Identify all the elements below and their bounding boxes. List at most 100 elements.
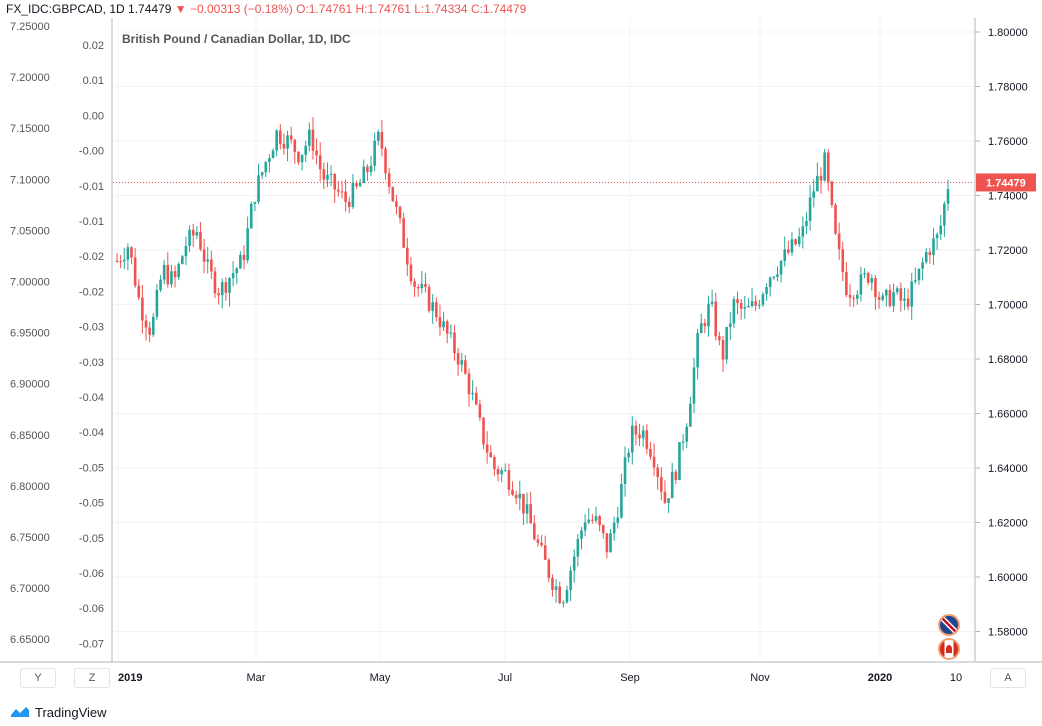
- candle-body: [826, 152, 830, 182]
- candle-body: [692, 367, 696, 404]
- candle-body: [685, 426, 689, 442]
- candle-body: [278, 130, 282, 144]
- candle-body: [620, 483, 623, 518]
- candle-body: [286, 135, 289, 149]
- right-price-axis[interactable]: 1.80000 1.78000 1.76000 1.74000 1.72000 1.700…: [975, 27, 1028, 639]
- candle-body: [347, 201, 351, 207]
- candle-body: [903, 298, 906, 301]
- left-inner-tick-label: -0.02: [79, 286, 104, 298]
- candle-body: [812, 191, 816, 198]
- canada-flag-icon[interactable]: [938, 638, 960, 660]
- candle-body: [224, 282, 228, 293]
- candle-body: [482, 417, 485, 445]
- candle-body: [217, 293, 220, 296]
- left-inner-tick-label: -0.06: [79, 603, 104, 615]
- left-outer-axis[interactable]: 7.25000 7.20000 7.15000 7.10000 7.05000 7.000…: [10, 21, 50, 646]
- candle-body: [275, 130, 278, 151]
- candle-body: [634, 425, 638, 435]
- candle-body: [456, 353, 460, 365]
- left-inner-tick-label: -0.01: [79, 181, 104, 193]
- candle-body: [416, 287, 420, 289]
- candle-body: [895, 288, 899, 293]
- candle-body: [239, 254, 242, 269]
- tradingview-brand[interactable]: TradingView: [35, 704, 107, 720]
- left-outer-tick-label: 6.75000: [10, 532, 50, 544]
- candle-body: [126, 247, 130, 260]
- right-tick-label: 1.70000: [988, 300, 1028, 312]
- candle-body: [308, 129, 311, 146]
- candle-body: [297, 151, 300, 163]
- candle-body: [529, 504, 532, 524]
- candle-body: [387, 173, 391, 187]
- candle-body: [605, 533, 609, 553]
- candle-body: [808, 197, 812, 221]
- candle-body: [616, 517, 620, 523]
- candle-body: [754, 301, 757, 306]
- candle-body: [427, 286, 431, 311]
- candle-body: [721, 340, 725, 360]
- candle-body: [797, 236, 801, 245]
- z-axis-button[interactable]: Z: [74, 668, 110, 688]
- candle-body: [841, 249, 845, 273]
- candle-body: [228, 278, 231, 293]
- left-inner-tick-label: -0.04: [79, 392, 104, 404]
- candle-body: [870, 278, 874, 283]
- candle-body: [358, 182, 362, 187]
- candle-body: [210, 259, 213, 272]
- symbol-name[interactable]: FX_IDC:GBPCAD, 1D: [6, 2, 125, 16]
- candle-body: [445, 321, 449, 334]
- candle-body: [866, 273, 870, 283]
- candle-body: [554, 586, 558, 590]
- candle-body: [177, 263, 180, 278]
- candle-body: [877, 297, 881, 300]
- candle-body: [337, 189, 340, 192]
- y-axis-button[interactable]: Y: [20, 668, 56, 688]
- left-inner-axis[interactable]: 0.02 0.01 0.00 -0.00 -0.01 -0.01 -0.02 -0.02 -0.…: [79, 40, 104, 650]
- left-inner-tick-label: -0.02: [79, 251, 104, 263]
- left-outer-tick-label: 7.20000: [10, 72, 50, 84]
- ohlc-close: C:1.74479: [470, 2, 527, 16]
- candle-body: [914, 280, 917, 282]
- candle-body: [837, 233, 841, 250]
- candle-body: [376, 131, 380, 141]
- candle-body: [830, 181, 834, 205]
- candle-body: [906, 298, 910, 307]
- candle-body: [420, 283, 424, 289]
- candle-body: [627, 452, 630, 458]
- candle-body: [790, 239, 794, 253]
- time-axis[interactable]: 2019 Mar May Jul Sep Nov 2020 10: [118, 672, 962, 684]
- auto-scale-button[interactable]: A: [990, 668, 1026, 688]
- candle-body: [670, 471, 674, 499]
- candle-body: [558, 586, 562, 604]
- candle-body: [845, 272, 848, 296]
- candle-body: [598, 516, 601, 526]
- candle-body: [758, 304, 761, 306]
- candle-body: [485, 444, 489, 453]
- candle-body: [761, 294, 765, 305]
- candle-body: [478, 404, 482, 418]
- time-tick-label: 10: [950, 672, 962, 684]
- candle-body: [816, 175, 819, 192]
- candle-body: [772, 276, 776, 278]
- time-tick-label: Sep: [620, 672, 640, 684]
- candle-body: [122, 259, 126, 262]
- candle-body: [768, 277, 772, 288]
- candle-body: [834, 204, 837, 234]
- candle-body: [333, 173, 337, 190]
- uk-flag-icon[interactable]: [938, 614, 960, 636]
- candle-body: [543, 545, 547, 560]
- left-outer-tick-label: 7.10000: [10, 174, 50, 186]
- candle-body: [714, 301, 718, 337]
- candle-body: [184, 245, 188, 257]
- left-outer-tick-label: 6.90000: [10, 379, 50, 391]
- candle-body: [449, 332, 453, 334]
- candle-body: [500, 470, 503, 475]
- candle-body: [141, 297, 144, 321]
- candle-body: [344, 191, 347, 202]
- candle-body: [710, 301, 714, 304]
- candle-body: [155, 290, 159, 317]
- last-price-label: 1.74479: [976, 173, 1036, 192]
- candle-body: [888, 289, 892, 307]
